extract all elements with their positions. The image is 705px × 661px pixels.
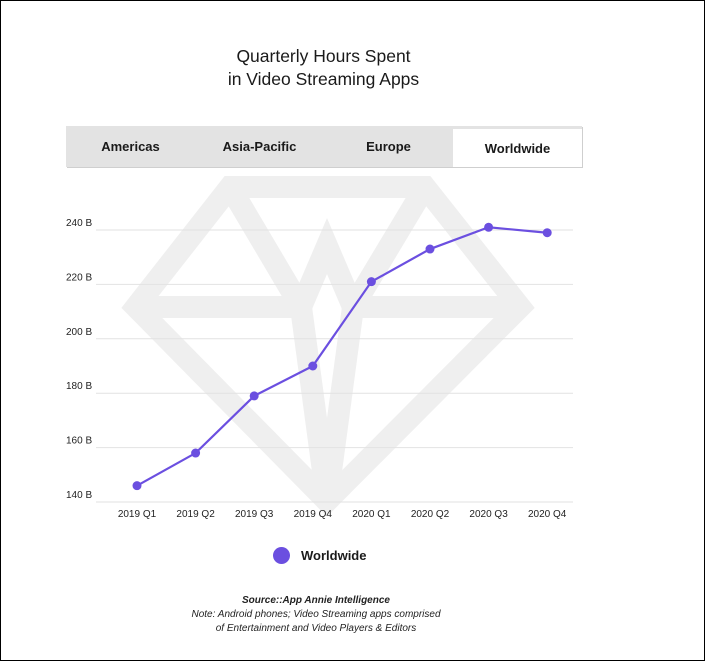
grid-lines bbox=[96, 229, 573, 503]
data-point bbox=[484, 222, 494, 232]
x-axis-labels: 2019 Q1 2019 Q2 2019 Q3 2019 Q4 2020 Q1 2020 … bbox=[118, 509, 567, 520]
y-tick-label: 240 B bbox=[66, 218, 92, 229]
data-point bbox=[366, 277, 376, 287]
data-point bbox=[132, 481, 142, 491]
watermark-facet-a bbox=[220, 181, 435, 503]
legend: Worldwide bbox=[273, 545, 366, 565]
chart-title: Quarterly Hours Spent in Video Streaming… bbox=[1, 45, 646, 91]
legend-marker-icon bbox=[273, 546, 290, 564]
y-tick-label: 200 B bbox=[66, 327, 92, 338]
data-point bbox=[425, 244, 435, 254]
note-line-2: of Entertainment and Video Players & Edi… bbox=[215, 623, 417, 634]
chart-title-line-2: in Video Streaming Apps bbox=[227, 69, 420, 89]
y-axis-labels: 140 B 160 B 180 B 200 B 220 B 240 B bbox=[66, 218, 92, 501]
data-point bbox=[542, 228, 552, 238]
watermark-outline bbox=[121, 176, 535, 517]
tab-asia-pacific[interactable]: Asia-Pacific bbox=[222, 139, 297, 154]
note-line-1: Note: Android phones; Video Streaming ap… bbox=[191, 609, 441, 620]
y-tick-label: 180 B bbox=[66, 381, 92, 392]
source-line: Source::App Annie Intelligence bbox=[242, 595, 390, 606]
region-tabs: Americas Asia-Pacific Europe Worldwide bbox=[66, 126, 582, 167]
diamond-watermark-icon bbox=[121, 176, 535, 517]
x-tick-label: 2019 Q2 bbox=[176, 509, 215, 520]
y-tick-label: 140 B bbox=[66, 490, 92, 501]
data-point bbox=[308, 361, 318, 371]
watermark-facet-b bbox=[136, 217, 520, 318]
x-tick-label: 2020 Q4 bbox=[528, 509, 567, 520]
x-tick-label: 2019 Q3 bbox=[235, 509, 274, 520]
chart-title-line-1: Quarterly Hours Spent bbox=[236, 46, 411, 66]
series-line bbox=[136, 226, 548, 487]
x-tick-label: 2020 Q1 bbox=[352, 509, 391, 520]
data-point bbox=[191, 448, 201, 458]
tab-americas[interactable]: Americas bbox=[101, 139, 160, 154]
tab-worldwide[interactable]: Worldwide bbox=[453, 129, 582, 167]
legend-label: Worldwide bbox=[301, 547, 367, 563]
x-tick-label: 2019 Q4 bbox=[294, 509, 333, 520]
x-tick-label: 2019 Q1 bbox=[118, 509, 157, 520]
tab-europe[interactable]: Europe bbox=[366, 139, 411, 154]
x-tick-label: 2020 Q2 bbox=[411, 509, 450, 520]
y-tick-label: 220 B bbox=[66, 272, 92, 283]
x-tick-label: 2020 Q3 bbox=[469, 509, 508, 520]
y-tick-label: 160 B bbox=[66, 436, 92, 447]
series-worldwide bbox=[132, 222, 552, 491]
source-note: Source::App Annie Intelligence Note: And… bbox=[1, 594, 631, 636]
data-point bbox=[249, 391, 259, 401]
